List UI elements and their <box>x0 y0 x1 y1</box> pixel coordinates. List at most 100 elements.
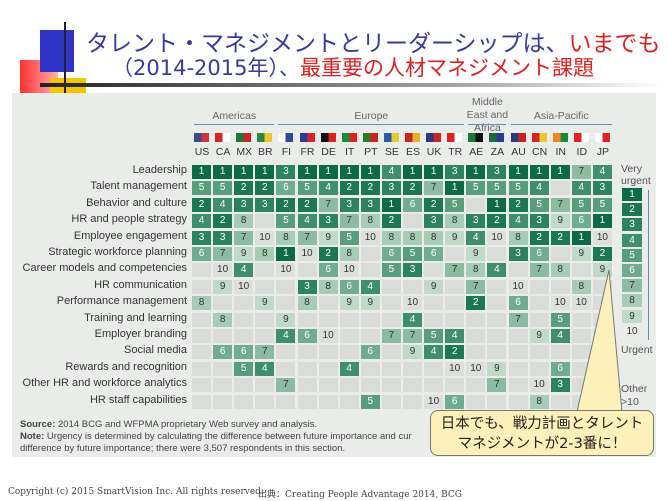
heatmap-cell: 3 <box>360 197 380 212</box>
heatmap-cell <box>508 263 528 278</box>
heatmap-cell: 2 <box>297 197 317 212</box>
heatmap-cell <box>192 279 211 294</box>
country-code: BR <box>258 146 273 158</box>
heatmap-cell: 5 <box>466 181 486 196</box>
copyright: Copyright (c) 2015 SmartVision Inc. All … <box>8 487 264 497</box>
heatmap-cell <box>297 394 317 409</box>
heatmap-cell <box>466 394 486 409</box>
heatmap-cell <box>255 378 275 393</box>
slide-subtitle: （2014-2015年）、最重要の人材マネジメント課題 <box>112 52 594 82</box>
heatmap-cell: 5 <box>571 197 591 212</box>
country-code: IT <box>345 146 355 158</box>
heatmap-cell: 8 <box>529 394 549 409</box>
heatmap-cell: 4 <box>255 361 275 376</box>
heatmap-cell: 6 <box>360 345 380 360</box>
legend-swatch: 6 <box>622 264 642 277</box>
heatmap-cell <box>487 345 507 360</box>
heatmap-cell <box>487 279 507 294</box>
heatmap-cell: 2 <box>529 230 549 245</box>
flag-icon-ae <box>468 133 484 142</box>
heatmap-cell: 5 <box>592 197 612 212</box>
heatmap-cell <box>508 345 528 360</box>
heatmap-cell: 3 <box>213 230 233 245</box>
flag-icon-au <box>510 133 526 142</box>
heatmap-cell: 7 <box>276 378 296 393</box>
heatmap-cell <box>445 378 465 393</box>
heatmap-cell <box>445 312 465 327</box>
heatmap-cell: 10 <box>403 296 422 311</box>
heatmap-cell: 4 <box>360 279 380 294</box>
heatmap-cell: 5 <box>445 197 465 212</box>
heatmap-cell: 2 <box>381 214 401 229</box>
heatmap-cell <box>424 312 444 327</box>
legend-swatch: 3 <box>622 218 642 232</box>
flag-icon-es <box>405 133 420 142</box>
heatmap-cell: 7 <box>339 214 359 229</box>
heatmap-cell: 10 <box>234 279 254 294</box>
heatmap-cell: 3 <box>592 181 612 196</box>
heatmap-cell: 10 <box>487 230 507 245</box>
flag-icon-in <box>552 133 568 142</box>
heatmap-cell: 2 <box>466 296 486 311</box>
heatmap-cell <box>529 312 549 327</box>
heatmap-cell: 6 <box>213 345 233 360</box>
heatmap-cell <box>571 263 591 278</box>
heatmap-cell: 2 <box>318 247 338 261</box>
heatmap-cell: 7 <box>550 197 570 212</box>
heatmap-cell: 10 <box>213 263 233 278</box>
heatmap-cell <box>276 361 296 376</box>
footer-source: 出典：Creating People Advantage 2014, BCG <box>258 490 462 500</box>
heatmap-cell <box>466 312 486 327</box>
heatmap-cell: 5 <box>234 361 254 376</box>
heatmap-cell: 5 <box>381 263 401 278</box>
heatmap-cell: 3 <box>529 214 549 229</box>
heatmap-cell <box>255 279 275 294</box>
heatmap-cell: 8 <box>508 230 528 245</box>
heatmap-cell <box>529 345 549 360</box>
heatmap-cell <box>360 361 380 376</box>
heatmap-cell <box>424 263 444 278</box>
heatmap-cell: 9 <box>571 247 591 261</box>
heatmap-cell: 1 <box>192 165 211 179</box>
heatmap-cell <box>424 361 444 376</box>
heatmap-cell <box>213 329 233 343</box>
heatmap-cell: 7 <box>466 279 486 294</box>
row-label: HR staff capabilities <box>89 393 187 406</box>
heatmap-cell <box>445 279 465 294</box>
country-code: ES <box>405 146 420 158</box>
heatmap-cell <box>192 361 211 376</box>
heatmap-cell <box>487 394 507 409</box>
country-code: UK <box>426 146 442 158</box>
heatmap-cell <box>297 378 317 393</box>
heatmap-cell <box>550 247 570 261</box>
heatmap-cell: 2 <box>234 181 254 196</box>
heatmap-cell: 8 <box>571 279 591 294</box>
heatmap-cell: 3 <box>192 230 211 245</box>
heatmap-cell <box>403 378 422 393</box>
heatmap-cell: 2 <box>192 197 211 212</box>
heatmap-cell: 6 <box>234 345 254 360</box>
heatmap-cell: 3 <box>318 214 338 229</box>
heatmap-cell: 3 <box>508 247 528 261</box>
heatmap-cell: 3 <box>424 214 444 229</box>
heatmap-cell: 6 <box>424 247 444 261</box>
heatmap-cell: 2 <box>360 181 380 196</box>
heatmap-cell: 10 <box>360 230 380 245</box>
heatmap-cell <box>381 312 401 327</box>
region-label: Americas <box>212 110 257 122</box>
heatmap-cell <box>192 378 211 393</box>
legend-other-label: Other <box>621 383 648 395</box>
heatmap-cell <box>276 394 296 409</box>
heatmap-cell <box>445 247 465 261</box>
flag-icon-se <box>383 133 399 142</box>
source-text: 2014 BCG and WFPMA proprietary Web surve… <box>55 419 318 430</box>
heatmap-cell: 7 <box>529 263 549 278</box>
region-underline <box>194 124 275 125</box>
heatmap-cell: 1 <box>255 165 275 179</box>
country-code: DE <box>321 146 336 158</box>
heatmap-cell: 9 <box>592 263 612 278</box>
heatmap-cell: 8 <box>255 247 275 261</box>
heatmap-cell: 10 <box>255 230 275 245</box>
heatmap-cell <box>213 296 233 311</box>
heatmap-cell: 5 <box>487 181 507 196</box>
